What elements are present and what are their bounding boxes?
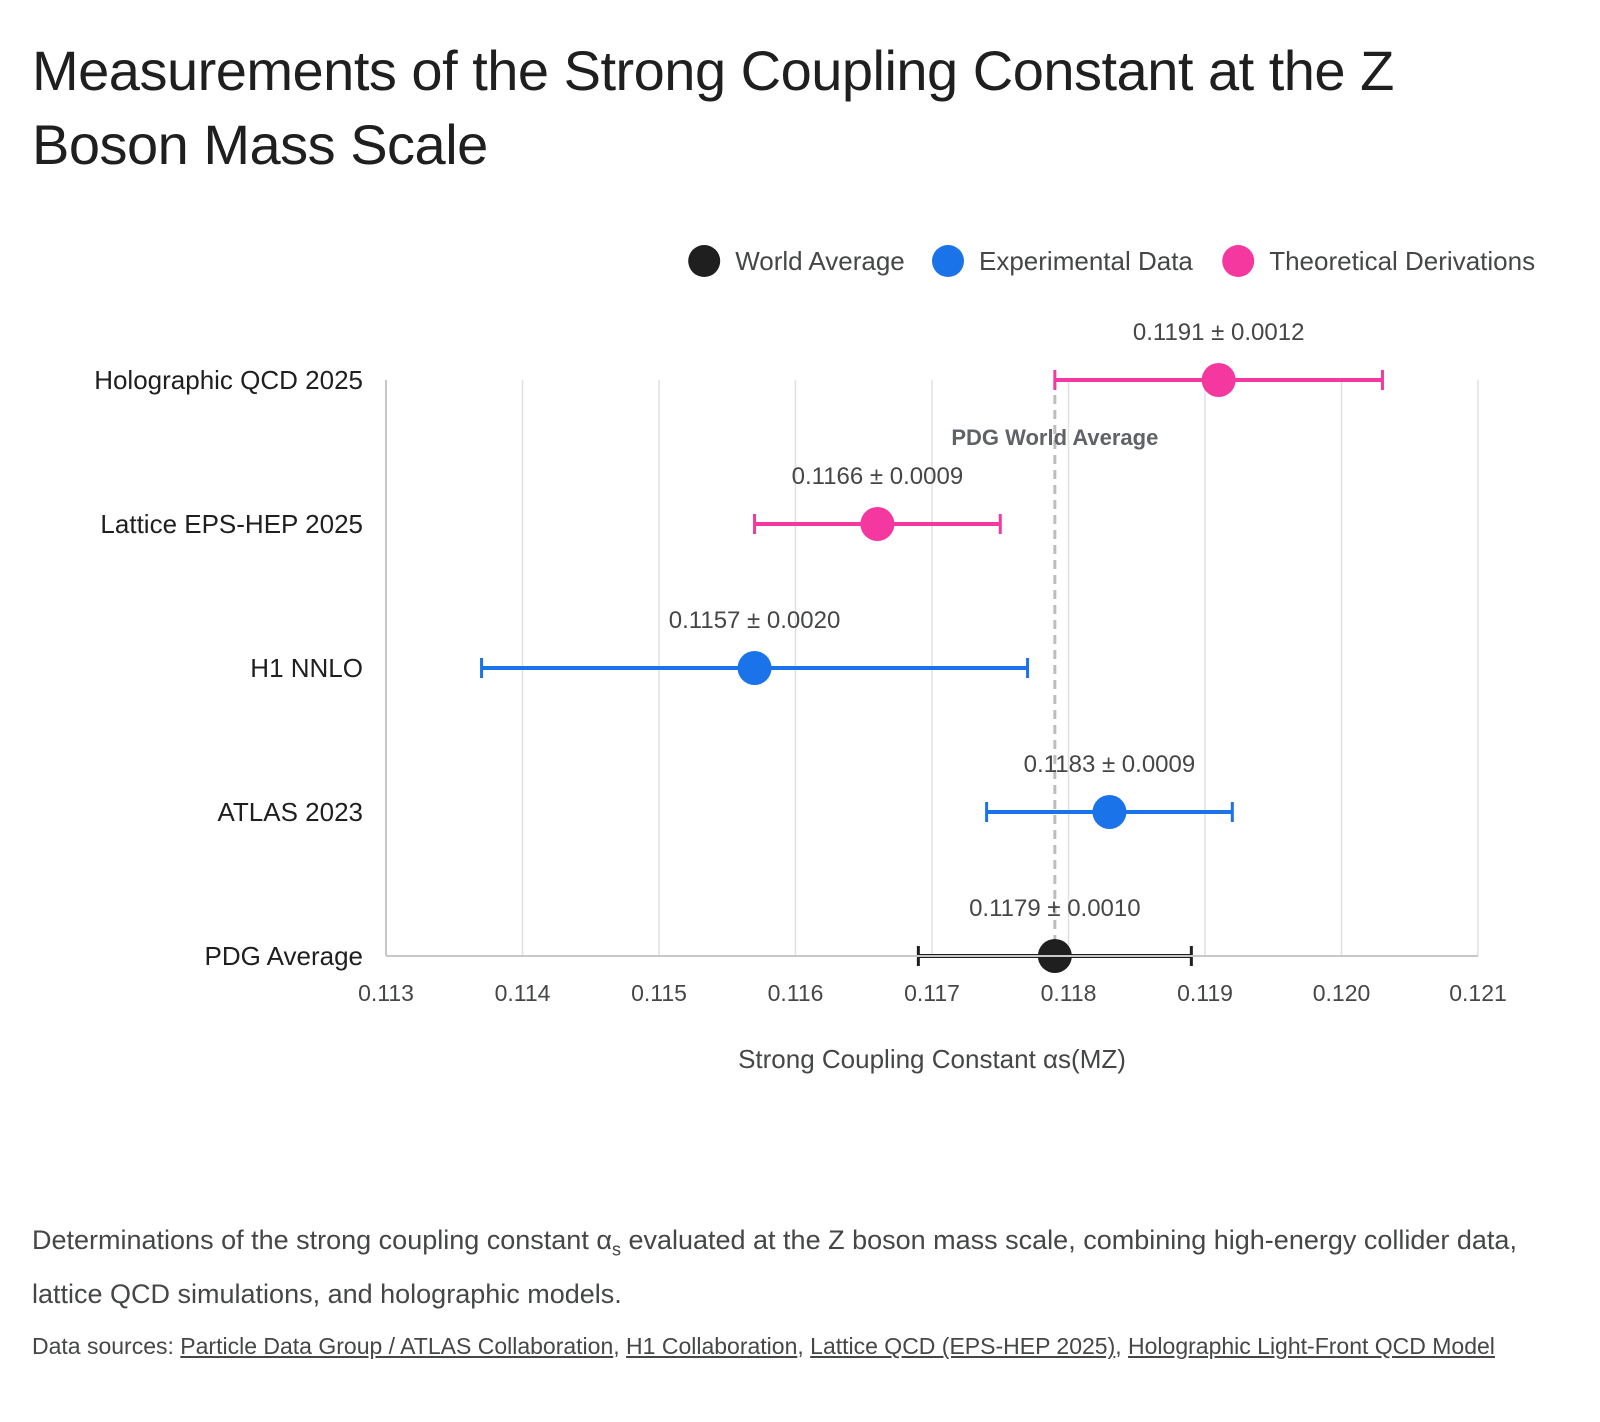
sources-separator: , bbox=[797, 1333, 811, 1359]
x-tick-label: 0.119 bbox=[1177, 980, 1233, 1006]
legend-dot-theoretical-derivations bbox=[1222, 245, 1255, 277]
y-category-label-lattice-eps-hep-2025: Lattice EPS-HEP 2025 bbox=[100, 509, 363, 539]
data-label-lattice-eps-hep-2025: 0.1166 ± 0.0009 bbox=[792, 463, 964, 490]
data-marks: 0.1191 ± 0.0012 0.1166 ± 0.0009 0.1157 ± 0… bbox=[480, 319, 1384, 973]
x-tick-label: 0.116 bbox=[768, 980, 824, 1006]
error-bar-chart: World Average Experimental Data Theoretica… bbox=[94, 245, 1535, 1074]
x-tick-label: 0.120 bbox=[1313, 980, 1371, 1006]
chart-caption: Determinations of the strong coupling co… bbox=[32, 1218, 1572, 1317]
y-category-label-pdg-average: PDG Average bbox=[204, 941, 363, 971]
x-tick-label: 0.121 bbox=[1449, 980, 1507, 1006]
x-tick-label: 0.115 bbox=[631, 980, 687, 1006]
data-label-pdg-average: 0.1179 ± 0.0010 bbox=[969, 895, 1141, 922]
point-lattice-eps-hep-2025 bbox=[860, 507, 895, 541]
x-tick-label: 0.117 bbox=[904, 980, 960, 1006]
y-category-label-h1-nnlo: H1 NNLO bbox=[250, 653, 363, 683]
source-link-h1[interactable]: H1 Collaboration bbox=[626, 1333, 798, 1359]
caption-text-before: Determinations of the strong coupling co… bbox=[32, 1225, 612, 1255]
x-tick-label: 0.113 bbox=[358, 980, 414, 1006]
data-label-holographic-qcd-2025: 0.1191 ± 0.0012 bbox=[1133, 319, 1305, 346]
caption-subscript: s bbox=[611, 1239, 621, 1260]
legend-label-world-average: World Average bbox=[735, 246, 905, 276]
legend-dot-world-average bbox=[688, 245, 721, 277]
legend-label-experimental-data: Experimental Data bbox=[979, 246, 1193, 276]
point-h1-nnlo bbox=[737, 651, 772, 685]
x-axis-title: Strong Coupling Constant αs(MZ) bbox=[738, 1044, 1126, 1074]
sources-separator: , bbox=[1115, 1333, 1129, 1359]
reference-line: PDG World Average bbox=[951, 380, 1158, 956]
legend: World Average Experimental Data Theoretica… bbox=[688, 245, 1535, 277]
chart-title: Measurements of the Strong Coupling Cons… bbox=[32, 39, 1394, 176]
reference-line-label: PDG World Average bbox=[951, 425, 1158, 450]
data-label-atlas-2023: 0.1183 ± 0.0009 bbox=[1024, 751, 1196, 778]
y-category-label-atlas-2023: ATLAS 2023 bbox=[217, 797, 363, 827]
x-tick-label: 0.118 bbox=[1041, 980, 1097, 1006]
caption-text-after: evaluated at the Z boson mass scale, com… bbox=[32, 1225, 1517, 1310]
sources-prefix: Data sources: bbox=[32, 1333, 181, 1359]
sources-separator: , bbox=[613, 1333, 627, 1359]
y-category-label-holographic-qcd-2025: Holographic QCD 2025 bbox=[94, 365, 363, 395]
data-sources: Data sources: Particle Data Group / ATLA… bbox=[32, 1330, 1572, 1363]
data-label-h1-nnlo: 0.1157 ± 0.0020 bbox=[669, 607, 841, 634]
legend-dot-experimental-data bbox=[932, 245, 964, 277]
source-link-holographic[interactable]: Holographic Light-Front QCD Model bbox=[1128, 1333, 1495, 1359]
x-tick-label: 0.114 bbox=[495, 980, 551, 1006]
source-link-pdg-atlas[interactable]: Particle Data Group / ATLAS Collaboratio… bbox=[180, 1333, 614, 1359]
source-link-lattice[interactable]: Lattice QCD (EPS-HEP 2025) bbox=[810, 1333, 1116, 1359]
axes: 0.113 0.114 0.115 0.116 0.117 0.118 0.119 0.120… bbox=[94, 365, 1507, 1074]
legend-label-theoretical-derivations: Theoretical Derivations bbox=[1269, 246, 1535, 276]
point-atlas-2023 bbox=[1092, 795, 1127, 829]
point-holographic-qcd-2025 bbox=[1201, 363, 1236, 397]
